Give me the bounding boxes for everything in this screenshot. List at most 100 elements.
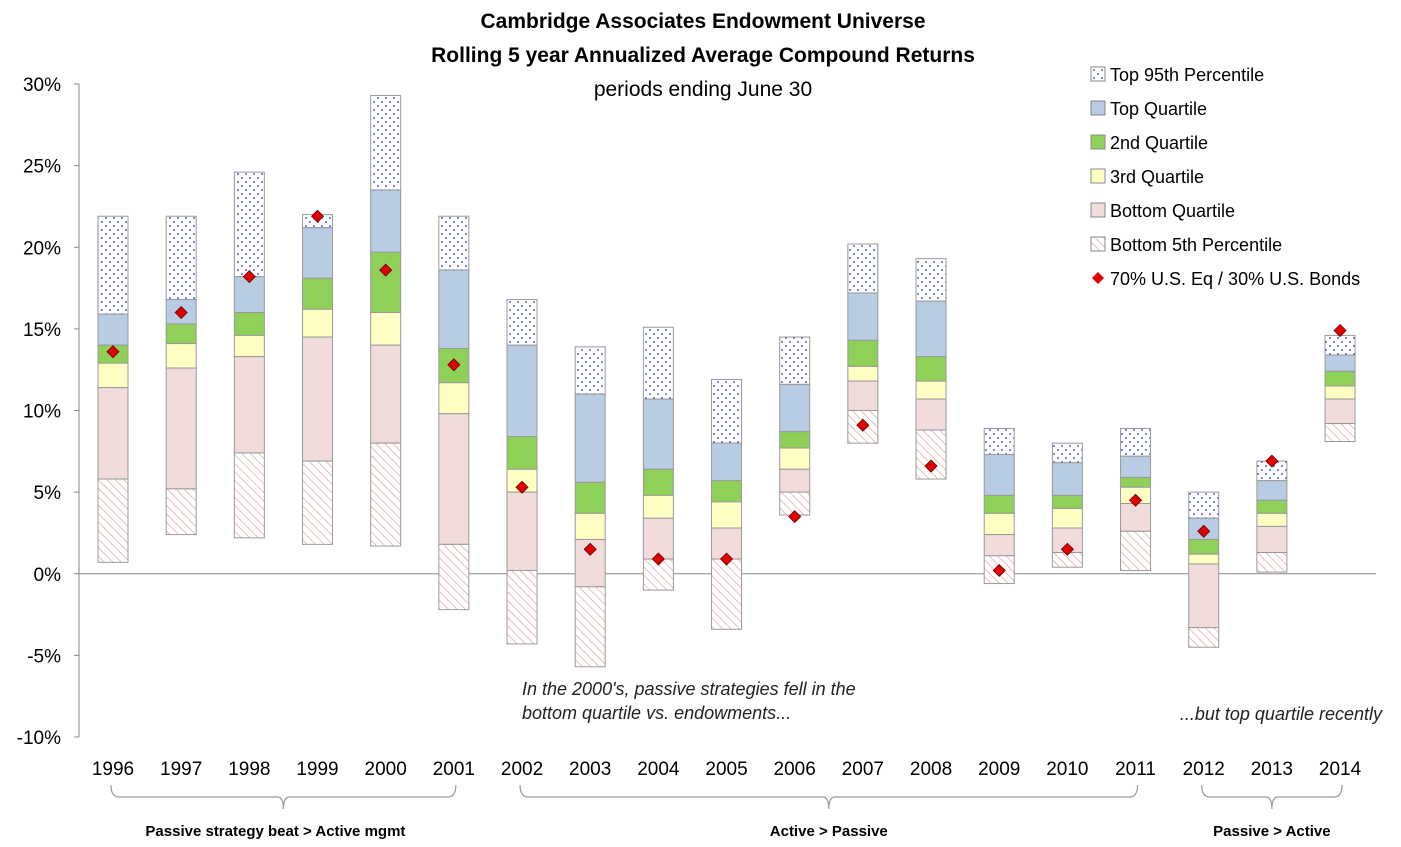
bar-segment <box>779 336 811 385</box>
marker <box>515 480 529 494</box>
bar-segment <box>915 356 947 382</box>
bar-segment <box>1324 370 1356 387</box>
legend-label: Top 95th Percentile <box>1110 65 1264 85</box>
bar-segment <box>574 393 606 483</box>
bar-segment <box>1324 385 1356 400</box>
bar-segment <box>165 488 197 536</box>
bar-segment <box>438 215 470 271</box>
bar-segment <box>983 427 1015 456</box>
y-tick-label: 30% <box>23 75 61 96</box>
bar-segment <box>370 442 402 547</box>
bracket-label: Passive > Active <box>1213 823 1330 840</box>
bar-segment <box>370 344 402 444</box>
bar-segment <box>233 452 265 539</box>
bar-segment <box>1120 476 1152 488</box>
x-tick-label: 2004 <box>637 759 680 780</box>
bar-segment <box>711 501 743 529</box>
legend-swatch <box>1090 202 1106 218</box>
bar-segment <box>233 356 265 454</box>
y-tick-label: 15% <box>23 320 61 341</box>
bar-segment <box>302 336 334 462</box>
bar-segment <box>711 558 743 630</box>
marker <box>1265 454 1279 468</box>
x-tick-label: 2008 <box>910 759 952 780</box>
bar-segment <box>302 277 334 310</box>
bar-segment <box>779 383 811 433</box>
y-tick-label: -5% <box>27 646 61 667</box>
bar-segment <box>983 512 1015 536</box>
y-tick-label: 25% <box>23 157 61 178</box>
bar-segment <box>97 313 129 346</box>
bar-segment <box>506 298 538 346</box>
chart-title: Cambridge Associates Endowment Universe <box>480 10 925 33</box>
bar-segment <box>1188 491 1220 519</box>
bar-segment <box>233 276 265 314</box>
bar-segment <box>1051 442 1083 464</box>
x-tick-label: 2010 <box>1046 759 1088 780</box>
legend-swatch <box>1090 100 1106 116</box>
legend-label: Top Quartile <box>1110 99 1207 119</box>
bar-segment <box>1256 480 1288 501</box>
legend-swatch <box>1090 134 1106 150</box>
x-tick-label: 2000 <box>365 759 407 780</box>
bracket <box>110 784 457 810</box>
marker <box>1197 524 1211 538</box>
bar-segment <box>915 398 947 431</box>
annotation: In the 2000's, passive strategies fell i… <box>522 679 856 723</box>
legend-label: Bottom Quartile <box>1110 201 1235 221</box>
bar-segment <box>438 543 470 611</box>
bar-segment <box>983 534 1015 557</box>
bar-segment <box>1256 552 1288 573</box>
legend-marker <box>1092 272 1104 284</box>
bracket-label: Passive strategy beat > Active mgmt <box>145 823 405 840</box>
x-tick-label: 1998 <box>228 759 270 780</box>
legend-swatch <box>1090 168 1106 184</box>
marker <box>651 552 665 566</box>
x-tick-label: 2002 <box>501 759 543 780</box>
chart-subtitle: periods ending June 30 <box>594 78 812 101</box>
legend-swatch <box>1090 66 1106 82</box>
bar-segment <box>1324 398 1356 425</box>
bar-segment <box>233 334 265 358</box>
x-tick-label: 1996 <box>92 759 134 780</box>
marker <box>583 542 597 556</box>
marker <box>1333 323 1347 338</box>
bar-segment <box>506 569 538 645</box>
bar-segment <box>1051 462 1083 496</box>
bracket <box>519 784 1139 810</box>
y-tick-label: 10% <box>23 402 61 423</box>
x-tick-label: 2014 <box>1319 759 1362 780</box>
marker <box>856 418 870 432</box>
x-tick-label: 2006 <box>774 759 816 780</box>
x-tick-label: 2011 <box>1115 759 1156 780</box>
bar-segment <box>233 312 265 336</box>
legend-label: 2nd Quartile <box>1110 133 1208 153</box>
x-tick-label: 2013 <box>1251 759 1293 780</box>
bar-segment <box>1051 507 1083 529</box>
bar-segment <box>915 300 947 358</box>
bar-segment <box>1256 512 1288 527</box>
bar-segment <box>233 171 265 278</box>
marker <box>719 552 734 566</box>
marker <box>1128 493 1143 507</box>
bar-segment <box>1051 494 1083 509</box>
bar-segment <box>574 586 606 668</box>
bar-segment <box>506 436 538 470</box>
bar-segment <box>370 189 402 253</box>
bar-segment <box>1188 563 1220 629</box>
bar-segment <box>1256 525 1288 554</box>
bar-segment <box>642 468 674 496</box>
bar-segment <box>370 251 402 314</box>
bar-segment <box>302 308 334 338</box>
bar-segment <box>915 380 947 400</box>
bar-segment <box>97 387 129 480</box>
marker <box>310 209 325 223</box>
bar-segment <box>438 269 470 349</box>
marker <box>1060 542 1074 556</box>
marker <box>106 345 120 359</box>
marker <box>992 563 1006 578</box>
bar-segment <box>983 494 1015 514</box>
y-tick-label: 5% <box>34 483 62 504</box>
bar-segment <box>370 312 402 346</box>
